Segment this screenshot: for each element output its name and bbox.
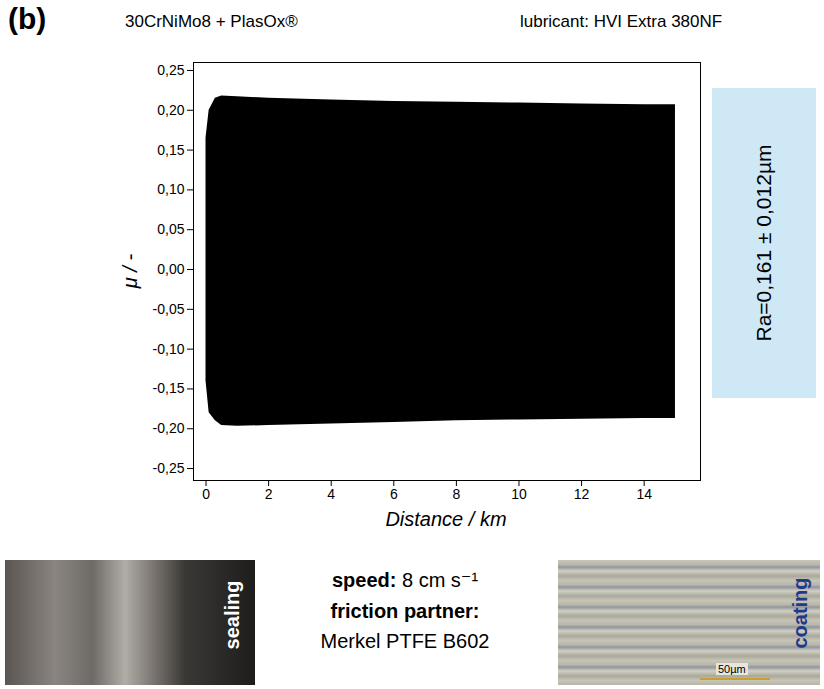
- html-text:friction partner:: friction partner:: [330, 600, 480, 622]
- svg-text:-0,25: -0,25: [153, 460, 185, 476]
- html-text:Ra=0,161 ± 0,012µm: Ra=0,161 ± 0,012µm: [752, 144, 775, 342]
- svg-text:0: 0: [202, 486, 210, 502]
- html-text:30CrNiMo8 + PlasOx®: 30CrNiMo8 + PlasOx®: [125, 12, 298, 31]
- svg-text:8: 8: [452, 486, 460, 502]
- svg-text:-0,20: -0,20: [153, 420, 185, 436]
- svg-text:12: 12: [574, 486, 590, 502]
- svg-text:0,15: 0,15: [157, 142, 184, 158]
- svg-text:-0,15: -0,15: [153, 380, 185, 396]
- svg-text:4: 4: [327, 486, 335, 502]
- svg-text:14: 14: [636, 486, 652, 502]
- html-text:sealing: sealing: [220, 580, 243, 650]
- html-text:lubricant: HVI Extra 380NF: lubricant: HVI Extra 380NF: [520, 12, 723, 31]
- html-text:Merkel PTFE B602: Merkel PTFE B602: [320, 630, 490, 652]
- html-text:speed: 8 cm s⁻¹: speed: 8 cm s⁻¹: [331, 569, 479, 591]
- svg-text:-0,05: -0,05: [153, 301, 185, 317]
- html-text:Distance / km: Distance / km: [385, 508, 507, 530]
- svg-text:0,25: 0,25: [157, 62, 184, 78]
- html-text:50µm: 50µm: [718, 663, 746, 675]
- svg-text:0,10: 0,10: [157, 181, 184, 197]
- svg-text:0,00: 0,00: [157, 261, 184, 277]
- svg-text:-0,10: -0,10: [153, 341, 185, 357]
- svg-text:2: 2: [265, 486, 273, 502]
- html-text:(b): (b): [8, 2, 47, 35]
- svg-text:0,05: 0,05: [157, 221, 184, 237]
- svg-text:10: 10: [511, 486, 527, 502]
- svg-text:6: 6: [390, 486, 398, 502]
- svg-text:0,20: 0,20: [157, 102, 184, 118]
- html-text:coating: coating: [788, 577, 811, 649]
- html-text:μ / -: μ / -: [118, 253, 141, 289]
